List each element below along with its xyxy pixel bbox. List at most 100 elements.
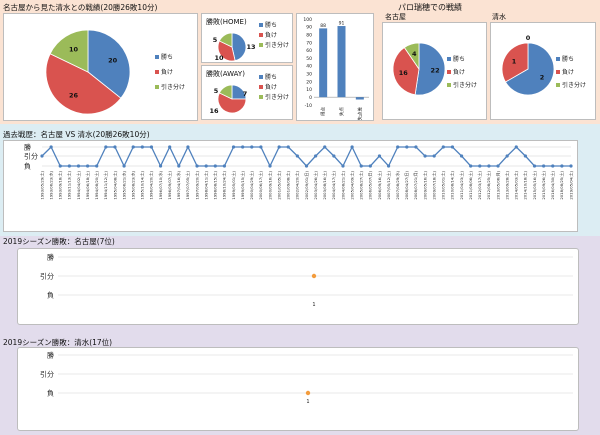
data-point [505, 154, 509, 158]
data-point [542, 164, 546, 168]
pie-data-label: 5 [214, 87, 219, 95]
x-tick-label: 1999/05/15(土) [240, 170, 245, 199]
data-point [569, 164, 573, 168]
season-data-point [311, 273, 317, 279]
data-point [195, 164, 199, 168]
x-tick-label: 1996/09/07(土) [167, 170, 172, 199]
x-tick-label: 2015/05/16(土) [532, 170, 537, 199]
pie-data-label: 1 [512, 57, 517, 65]
x-tick-label: 2016/04/30(土) [550, 170, 555, 199]
x-tick-label: 失点 [338, 107, 345, 116]
x-tick-label: 2014/10/18(土) [523, 170, 528, 199]
x-tick-label: 2010/05/01(土) [441, 170, 446, 199]
data-point [76, 164, 81, 168]
data-point [204, 164, 208, 168]
x-tick-label: 1993/05/29(土) [39, 170, 44, 199]
data-point [104, 145, 108, 149]
legend-swatch-loss [259, 85, 263, 89]
stadium-nagoya-label: 名古屋 [385, 13, 406, 21]
x-tick-label: 1994/11/12(土) [103, 170, 108, 199]
pie-data-label: 10 [214, 54, 224, 62]
x-tick-label: 1993/06/23(水) [48, 170, 53, 199]
history-line [41, 145, 571, 168]
data-point [496, 164, 500, 168]
data-point [268, 164, 272, 168]
pie-slice-draw [218, 32, 233, 48]
x-tick-label: 2006/05/07(日) [368, 170, 373, 199]
data-point [396, 145, 400, 149]
x-tick-label: 得失点差 [356, 107, 363, 120]
data-point [86, 164, 90, 168]
legend-swatch-draw [556, 83, 560, 87]
pie-slice-loss [392, 46, 420, 96]
x-tick-label: 1996/07/10(水) [158, 170, 163, 199]
y-tick-label: 引分 [24, 152, 38, 161]
data-point [250, 145, 254, 149]
match-history-title: 過去戦歴：名古屋 VS 清水(20勝26敗10分) [3, 130, 150, 139]
x-tick-label: 1998/10/24(土) [222, 170, 227, 199]
bar [337, 26, 346, 98]
x-tick-label: 1995/06/21(水) [121, 170, 126, 199]
season-shimizu-card: 勝引分負 1 [17, 347, 579, 431]
pie-data-label: 26 [69, 92, 79, 100]
match-history-panel: 過去戦歴：名古屋 VS 清水(20勝26敗10分) 勝引分負 1993/05/29… [0, 124, 600, 236]
x-tick-label: 1994/06/18(土) [85, 170, 90, 199]
x-tick-label: 2003/04/26(土) [313, 170, 318, 199]
head-to-head-panel: 名古屋から見た清水との戦績(20勝26敗10分) 20 26 10 勝ち 負け 引き分け … [0, 0, 378, 125]
x-tick-label: 1993/11/13(土) [67, 170, 72, 199]
x-tick-label: 2011/04/23(土) [459, 170, 464, 199]
x-tick-label: 1999/05/01(土) [231, 170, 236, 199]
pie-data-label: 20 [108, 57, 118, 65]
legend-label: 負け [453, 68, 465, 76]
pie-data-label: 4 [412, 50, 417, 58]
goals-bar-card: 100 90 80 70 60 50 40 30 20 10 0 -10 88 得点 91 失点 得失点差 [296, 13, 374, 125]
data-point [359, 164, 363, 168]
data-point [286, 145, 290, 149]
pie-slice-draw [403, 42, 420, 71]
x-tick-label: 2011/08/06(土) [468, 170, 473, 199]
legend-swatch-loss [155, 70, 159, 74]
legend-swatch-win [447, 57, 451, 61]
x-tick-label: 1994/04/02(土) [76, 170, 81, 199]
data-point [177, 164, 181, 168]
y-tick-label: 100 [303, 17, 312, 23]
pie-slice-draw [49, 29, 89, 73]
data-point [131, 145, 135, 149]
data-point [231, 145, 236, 149]
x-tick-label: 2014/05/03(土) [514, 170, 519, 199]
x-tick-label: 2019/05/04(土) [568, 170, 573, 199]
season-shimizu-panel: 2019シーズン勝敗：清水(17位) 勝引分負 1 [0, 329, 600, 435]
data-point [222, 164, 227, 168]
x-tick-label: 1997/09/20(土) [194, 170, 199, 199]
pie-slice-win [414, 42, 446, 96]
x-tick-label: 1993/09/18(土) [58, 170, 63, 199]
x-tick-label: 1996/04/20(土) [149, 170, 154, 199]
x-tick-label: 2013/05/06(月) [495, 170, 500, 199]
data-point [405, 145, 409, 149]
legend-label: 引き分け [453, 81, 477, 89]
pie-data-label: 13 [246, 43, 255, 51]
x-tick-label: 1995/08/23(水) [131, 170, 136, 199]
data-point [295, 154, 299, 158]
x-tick-label: 1995/10/14(土) [140, 170, 145, 199]
data-point [551, 164, 555, 168]
legend-label: 負け [562, 68, 574, 76]
stadium-shimizu-label: 清水 [492, 13, 506, 21]
x-tick-label: 2004/08/21(土) [340, 170, 345, 199]
away-pie-card: 勝敗(AWAY) 7 16 5 勝ち 負け 引き分け [201, 65, 293, 120]
data-point [158, 164, 163, 168]
y-tick-label: 勝 [47, 351, 54, 360]
pie-slice-loss [45, 53, 122, 115]
data-point [560, 164, 564, 168]
x-tick-label: 1997/04/16(水) [176, 170, 181, 199]
data-point [314, 154, 318, 158]
y-tick-label: 20 [306, 79, 312, 85]
stadium-nagoya-card: 22 16 4 勝ち 負け 引き分け [382, 22, 487, 120]
bar-data-label: 91 [339, 21, 345, 27]
data-point [432, 154, 436, 158]
x-tick-label: 2001/09/08(土) [286, 170, 291, 199]
bar [319, 28, 328, 98]
x-tick-label: 2003/08/16(土) [322, 170, 327, 199]
x-tick-label: 2001/05/05(土) [276, 170, 281, 199]
